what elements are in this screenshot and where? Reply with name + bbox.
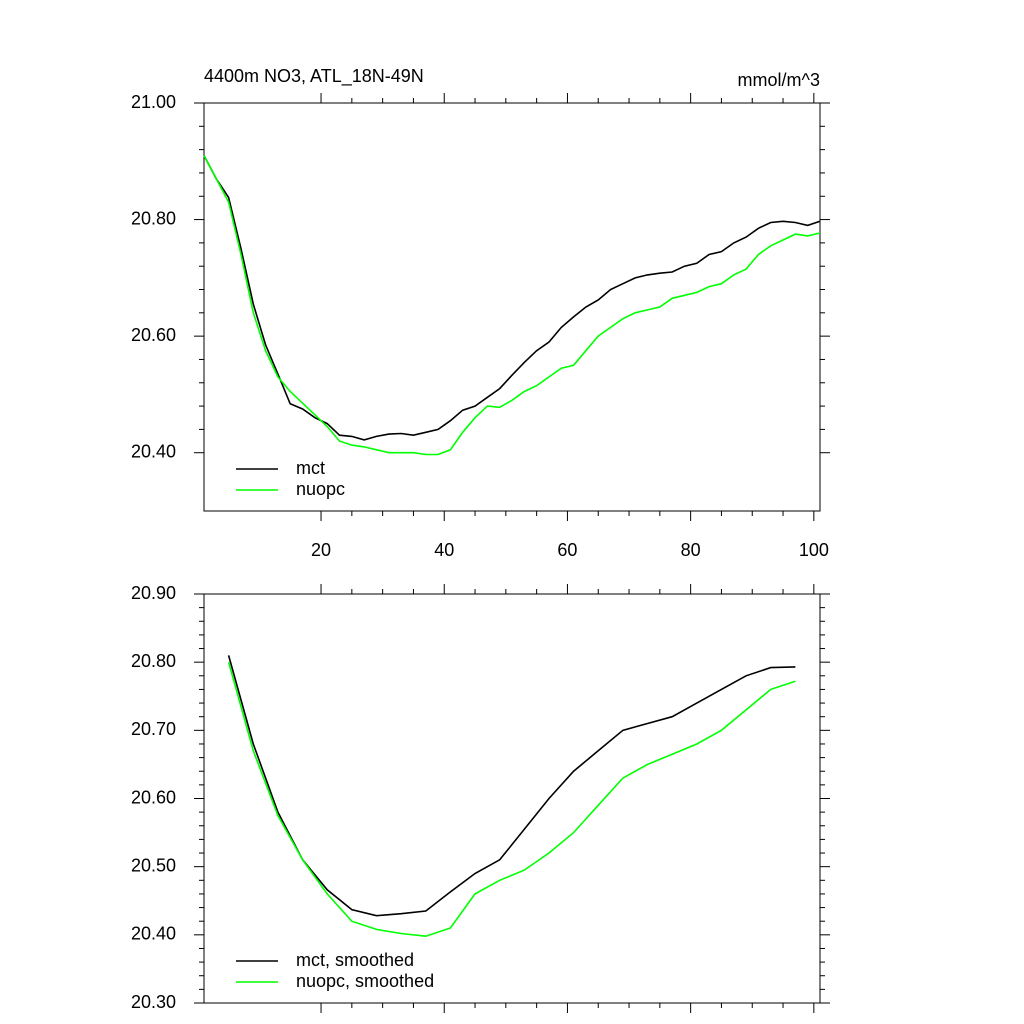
legend-label: mct [296, 458, 325, 478]
units-label: mmol/m^3 [738, 70, 820, 90]
y-tick-label: 20.60 [131, 787, 176, 807]
chart-title: 4400m NO3, ATL_18N-49N [204, 66, 424, 87]
y-tick-label: 20.80 [131, 208, 176, 228]
x-tick-label: 100 [799, 540, 829, 560]
y-tick-label: 20.80 [131, 651, 176, 671]
y-tick-label: 20.50 [131, 855, 176, 875]
y-tick-label: 20.70 [131, 719, 176, 739]
plot-frame [203, 102, 821, 512]
data-line [203, 155, 821, 441]
data-line [203, 155, 821, 456]
y-tick-label: 20.40 [131, 441, 176, 461]
x-tick-label: 40 [434, 540, 454, 560]
legend-label: mct, smoothed [296, 950, 414, 970]
data-line [227, 661, 796, 938]
y-tick-label: 21.00 [131, 92, 176, 112]
y-tick-label: 20.60 [131, 325, 176, 345]
x-tick-label: 60 [557, 540, 577, 560]
y-tick-label: 20.90 [131, 583, 176, 603]
x-tick-label: 20 [311, 540, 331, 560]
y-tick-label: 20.40 [131, 924, 176, 944]
x-tick-label: 80 [681, 540, 701, 560]
legend-label: nuopc, smoothed [296, 971, 434, 991]
data-line [227, 655, 796, 917]
legend-label: nuopc [296, 479, 345, 499]
y-tick-label: 20.30 [131, 992, 176, 1012]
plot-frame [203, 593, 821, 1004]
